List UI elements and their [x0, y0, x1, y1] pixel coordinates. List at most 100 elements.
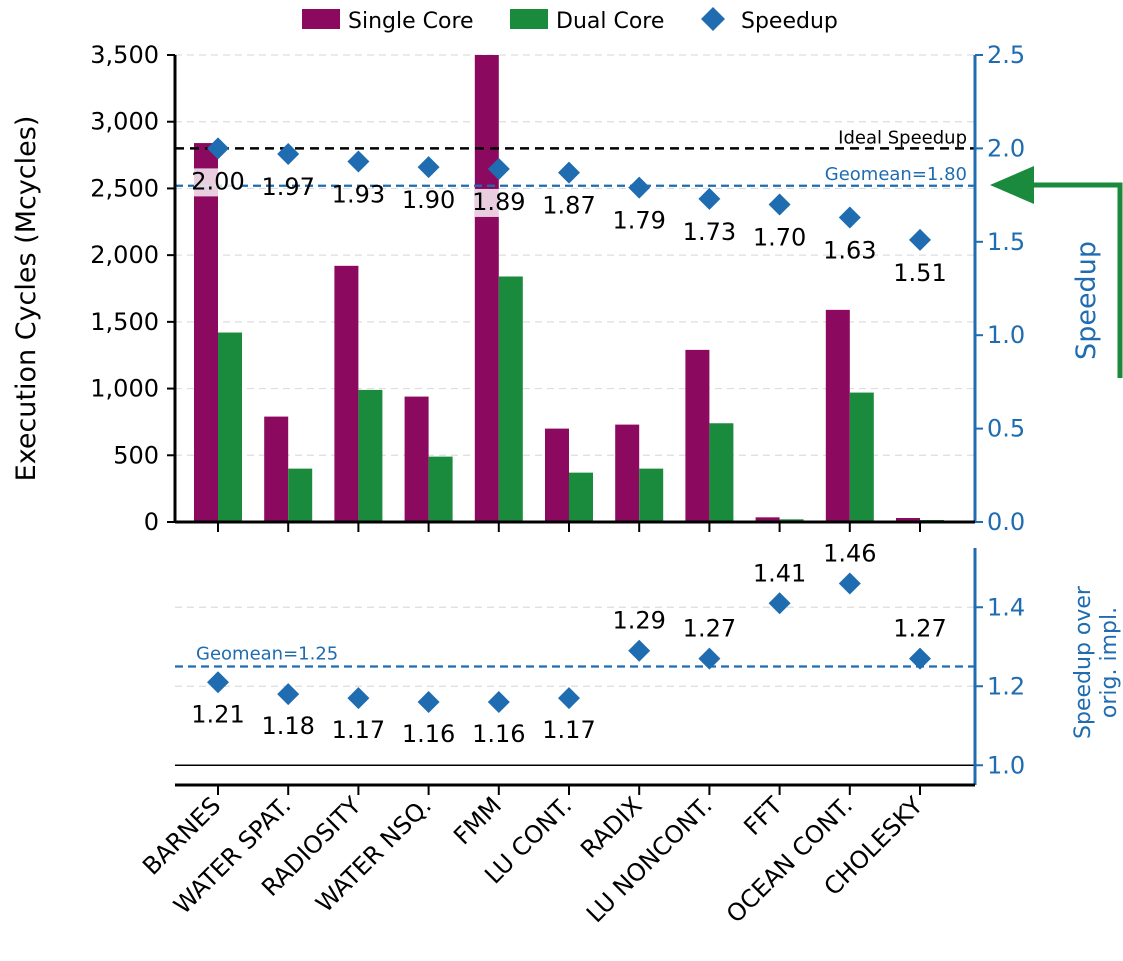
geomean-label-bottom: Geomean=1.25: [196, 644, 338, 665]
bottom-y-tick-label: 1.2: [987, 672, 1025, 700]
x-tick-label: FMM: [448, 791, 507, 850]
speedup-orig-point: [838, 572, 861, 595]
bar-single-core: [474, 55, 499, 522]
bar-dual-core: [639, 468, 664, 522]
bottom-y-axis-title-line1: Speedup over: [1071, 585, 1096, 739]
ideal-speedup-label: Ideal Speedup: [838, 127, 967, 148]
speedup-orig-value-label: 1.41: [753, 559, 806, 587]
bar-dual-core: [428, 456, 453, 522]
speedup-orig-value-label: 1.46: [823, 540, 876, 568]
y-tick-label: 2,500: [90, 174, 159, 202]
speedup-orig-value-label: 1.16: [472, 720, 525, 748]
speedup-orig-value-label: 1.27: [683, 615, 736, 643]
bar-dual-core: [218, 332, 242, 522]
speedup-orig-point: [347, 687, 370, 710]
bottom-y-tick-label: 1.0: [987, 751, 1025, 779]
y-tick-label: 500: [113, 441, 159, 469]
bar-dual-core: [709, 423, 734, 522]
speedup-point: [277, 143, 300, 166]
speedup-orig-value-label: 1.16: [402, 720, 455, 748]
legend-swatch-dual-core: [510, 9, 548, 29]
bottom-y-axis-title: Speedup overorig. impl.: [1071, 585, 1122, 739]
speedup-value-label: 1.93: [332, 180, 385, 208]
speedup-value-label: 1.73: [683, 218, 736, 246]
speedup-orig-point: [558, 687, 580, 710]
speedup-orig-value-label: 1.21: [191, 700, 244, 728]
legend-label-dual-core: Dual Core: [556, 9, 664, 34]
y-tick-label: 1,000: [90, 375, 159, 403]
speedup-value-label: 1.79: [612, 207, 665, 235]
bar-single-core: [264, 416, 289, 522]
y2-tick-label: 0.5: [987, 415, 1025, 443]
x-tick-label: FFT: [738, 791, 788, 841]
y-tick-label: 3,000: [90, 108, 159, 136]
speedup-value-label: 1.63: [823, 237, 876, 265]
y-tick-label: 3,500: [90, 41, 159, 69]
y-tick-label: 1,500: [90, 308, 159, 336]
legend-marker-speedup: [701, 7, 725, 31]
y2-tick-label: 1.0: [987, 321, 1025, 349]
arrow-shaft: [1030, 182, 1123, 378]
y-axis-title: Execution Cycles (Mcycles): [11, 116, 42, 482]
speedup-value-label: 1.89: [472, 188, 525, 216]
speedup-orig-point: [207, 671, 229, 694]
geomean-label: Geomean=1.80: [825, 164, 967, 185]
bar-single-core: [545, 428, 569, 522]
y-tick-label: 0: [144, 508, 159, 536]
speedup-orig-value-label: 1.17: [542, 716, 595, 744]
bottom-panel: Geomean=1.25 1.21 1.18 1.17 1.16 1.16 1.17 1.29…: [175, 540, 1122, 787]
y-tick-label: 2,000: [90, 241, 159, 269]
speedup-orig-point: [909, 647, 931, 670]
bar-dual-core: [849, 392, 874, 522]
speedup-point: [838, 206, 861, 229]
bar-single-core: [685, 349, 710, 522]
bar-dual-core: [498, 276, 523, 522]
speedup-value-label: 1.90: [402, 186, 455, 214]
legend: Single Core Dual Core Speedup: [302, 7, 838, 34]
legend-label-speedup: Speedup: [741, 9, 838, 34]
y2-tick-label: 0.0: [987, 508, 1025, 536]
speedup-orig-value-label: 1.27: [893, 615, 946, 643]
arrow-head: [990, 166, 1034, 204]
speedup-orig-point: [768, 592, 791, 615]
bar-single-core: [825, 309, 850, 522]
speedup-value-label: 1.87: [542, 192, 595, 220]
speedup-value-label: 1.97: [261, 173, 314, 201]
bar-single-core: [334, 265, 359, 522]
legend-label-single-core: Single Core: [348, 9, 474, 34]
speedup-point: [417, 156, 440, 179]
speedup-orig-point: [417, 691, 440, 714]
speedup-value-label: 2.00: [191, 167, 244, 195]
speedup-point: [698, 187, 721, 210]
bottom-y-tick-label: 1.4: [987, 593, 1025, 621]
legend-swatch-single-core: [302, 9, 340, 29]
y2-axis-title: Speedup: [1071, 241, 1102, 360]
speedup-point: [558, 161, 580, 184]
bar-dual-core: [358, 389, 383, 522]
x-tick-label: OCEAN CONT.: [721, 791, 858, 928]
speedup-value-label: 1.51: [893, 259, 946, 287]
bar-dual-core: [569, 472, 593, 522]
speedup-orig-point: [487, 691, 510, 714]
speedup-point: [768, 193, 791, 216]
speedup-orig-value-label: 1.29: [612, 607, 665, 635]
speedup-point: [628, 176, 651, 199]
speedup-point: [347, 150, 370, 173]
bar-dual-core: [288, 468, 313, 522]
label-background: [194, 168, 242, 197]
bar-single-core: [615, 424, 640, 522]
annotation-arrow: [990, 166, 1123, 378]
speedup-value-label: 1.70: [753, 223, 806, 251]
speedup-orig-point: [277, 683, 300, 706]
bar-single-core: [404, 396, 429, 522]
y2-tick-label: 1.5: [987, 228, 1025, 256]
bottom-y-axis-title-line2: orig. impl.: [1097, 607, 1122, 718]
y2-tick-label: 2.5: [987, 41, 1025, 69]
speedup-orig-value-label: 1.17: [332, 716, 385, 744]
y2-tick-label: 2.0: [987, 134, 1025, 162]
x-tick-label: LU NONCONT.: [581, 791, 718, 928]
bar-single-core: [755, 517, 780, 522]
